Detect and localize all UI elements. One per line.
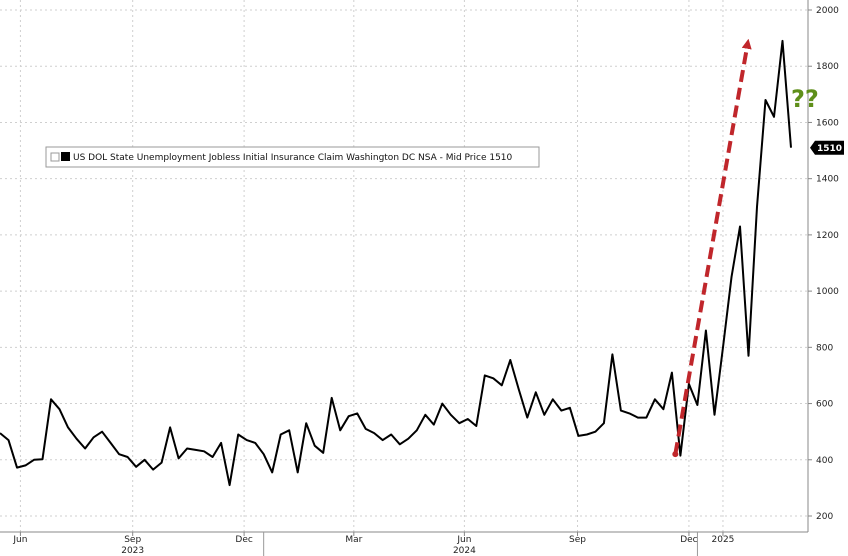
series-group — [0, 39, 792, 487]
legend-swatch-outer — [50, 152, 60, 162]
y-tick-label: 2000 — [816, 6, 839, 16]
x-month-label: Jun — [456, 535, 471, 545]
y-tick-label: 200 — [816, 512, 833, 522]
y-tick-label: 1400 — [816, 175, 839, 185]
y-tick-label: 1800 — [816, 62, 839, 72]
question-marks-annotation: ?? — [791, 85, 819, 113]
x-month-label: Dec — [235, 535, 252, 545]
legend: US DOL State Unemployment Jobless Initia… — [45, 146, 540, 168]
x-month-label: Mar — [345, 535, 362, 545]
x-month-label: Jun — [12, 535, 27, 545]
series-line — [0, 39, 792, 487]
x-month-label: Sep — [569, 535, 586, 545]
legend-swatch — [61, 152, 70, 161]
y-tick-label: 400 — [816, 456, 833, 466]
last-value-label: 1510 — [817, 144, 842, 154]
x-year-label: 2024 — [453, 546, 476, 556]
x-month-label: 2025 — [712, 535, 735, 545]
y-tick-label: 1600 — [816, 118, 839, 128]
x-axis: Jun Sep Dec Mar Jun Sep Dec 2025 2023 2024 — [12, 532, 734, 556]
plot-background — [0, 0, 808, 532]
x-month-label: Dec — [680, 535, 697, 545]
y-tick-label: 800 — [816, 343, 833, 353]
y-tick-label: 1000 — [816, 287, 839, 297]
legend-label: US DOL State Unemployment Jobless Initia… — [73, 153, 513, 163]
trend-arrow — [673, 38, 752, 455]
y-axis: 200 400 600 800 1000 1200 1400 1600 1800 2000 — [808, 6, 839, 522]
last-value-tag: 1510 — [810, 140, 844, 155]
arrow-annotation-group — [672, 38, 752, 458]
y-tick-label: 600 — [816, 400, 833, 410]
y-tick-label: 1200 — [816, 231, 839, 241]
x-gridlines — [19, 0, 724, 532]
legend-box — [45, 146, 540, 168]
last-value-background — [810, 140, 844, 155]
x-month-label: Sep — [124, 535, 141, 545]
x-year-label: 2023 — [121, 546, 144, 556]
